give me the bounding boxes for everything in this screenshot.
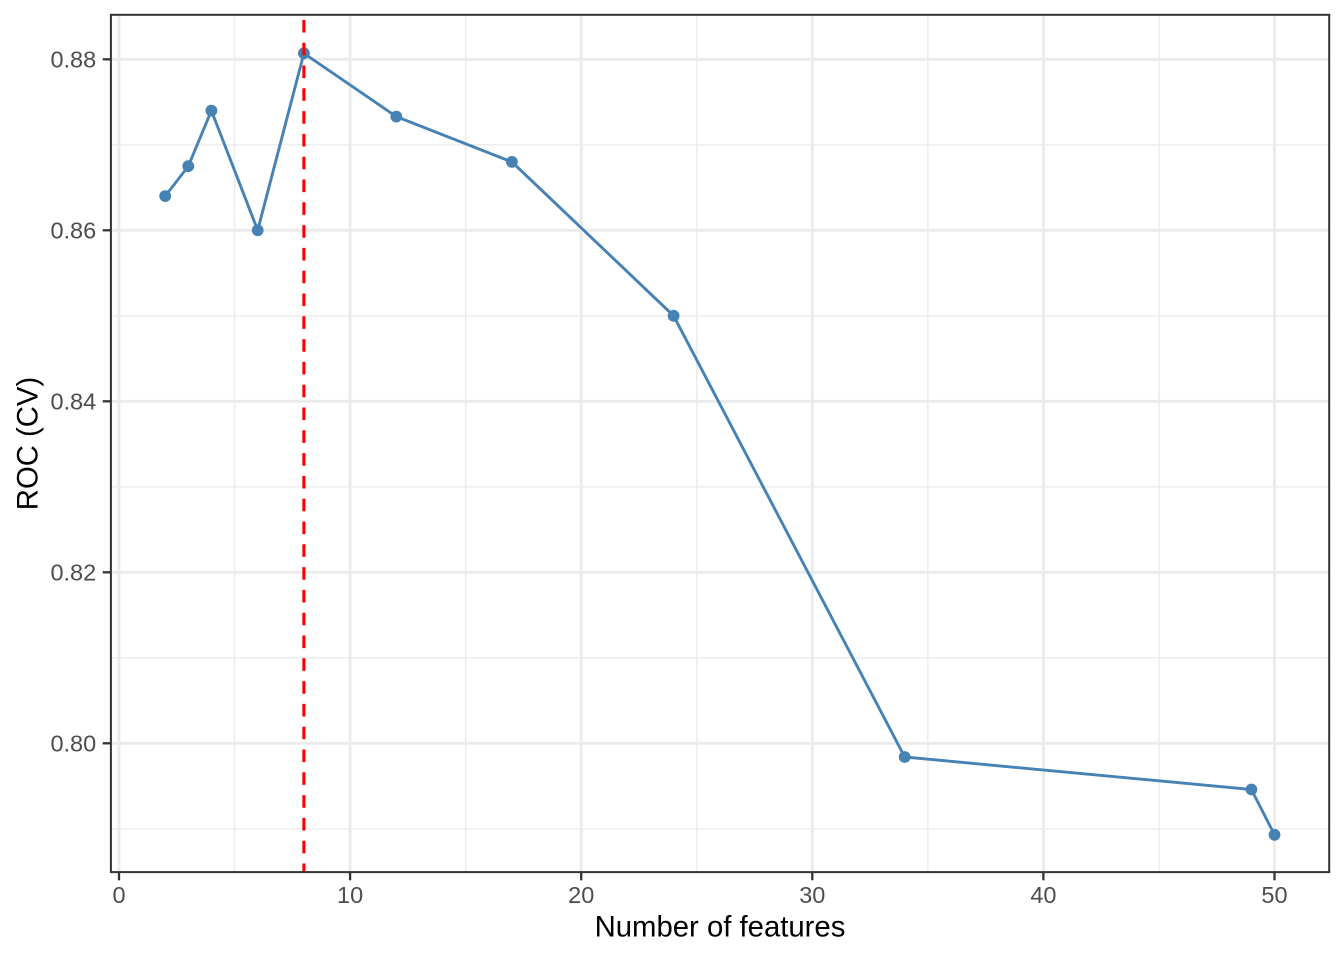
- svg-text:40: 40: [1030, 882, 1056, 908]
- svg-text:0.84: 0.84: [50, 389, 96, 415]
- svg-text:0.86: 0.86: [50, 218, 96, 244]
- svg-text:50: 50: [1261, 882, 1287, 908]
- svg-text:0.82: 0.82: [50, 560, 96, 586]
- svg-text:0: 0: [112, 882, 125, 908]
- svg-text:ROC (CV): ROC (CV): [11, 377, 44, 510]
- svg-text:Number of features: Number of features: [595, 910, 846, 943]
- svg-text:0.80: 0.80: [50, 731, 96, 757]
- svg-text:20: 20: [568, 882, 594, 908]
- svg-text:30: 30: [799, 882, 825, 908]
- svg-text:10: 10: [337, 882, 363, 908]
- svg-text:0.88: 0.88: [50, 47, 96, 73]
